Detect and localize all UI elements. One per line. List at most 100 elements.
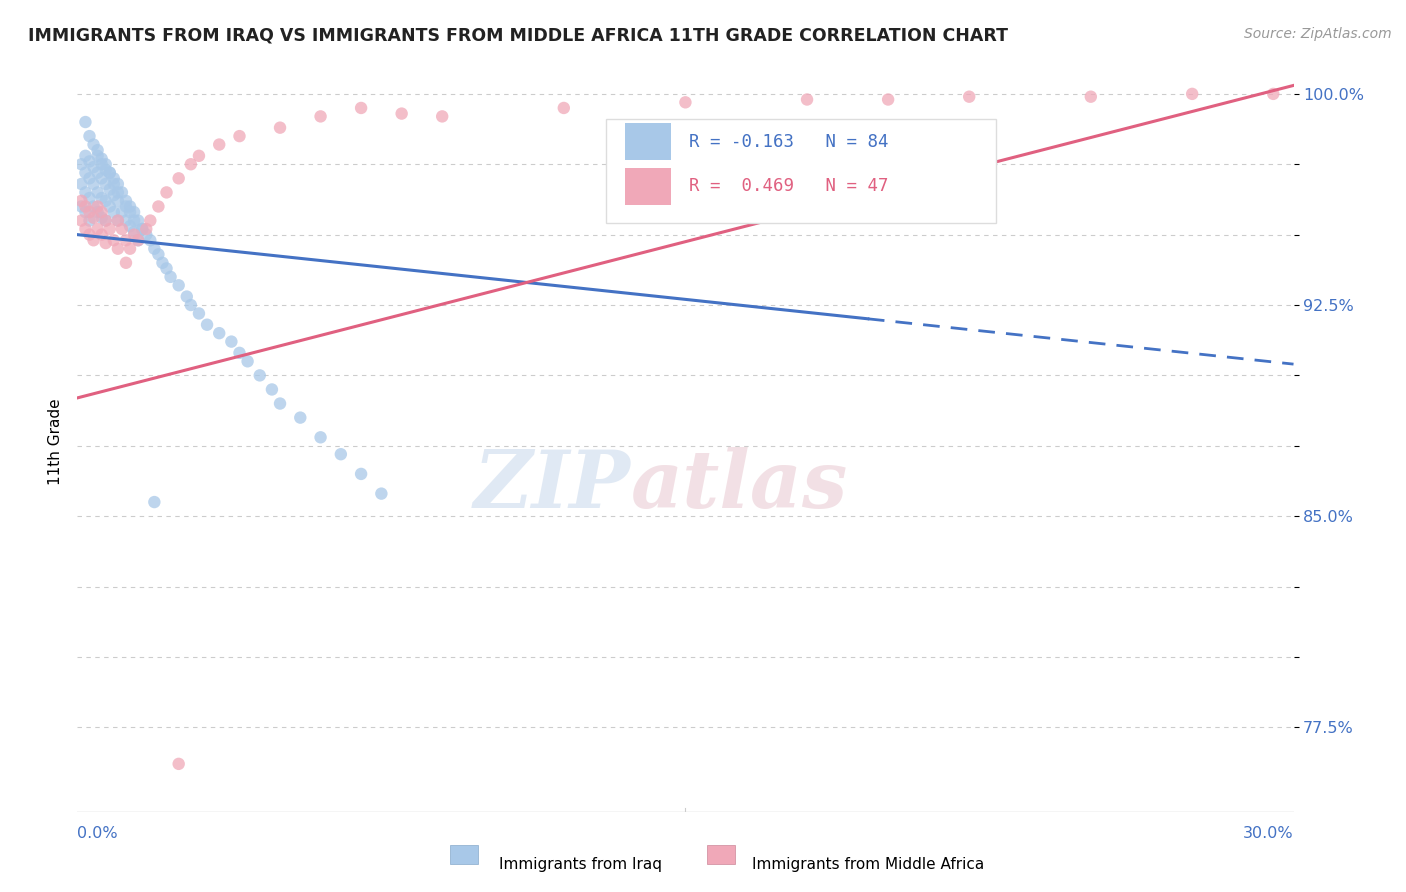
Point xyxy=(122,213,145,227)
Point xyxy=(152,256,174,270)
Point xyxy=(83,160,105,174)
Point xyxy=(309,109,332,123)
Point xyxy=(135,227,157,242)
Point xyxy=(107,242,129,256)
Text: atlas: atlas xyxy=(631,447,848,524)
Point xyxy=(176,289,198,303)
Point xyxy=(70,177,93,191)
Point xyxy=(180,157,202,171)
Point xyxy=(796,93,818,107)
FancyBboxPatch shape xyxy=(624,168,671,204)
Point xyxy=(83,233,105,247)
Text: ZIP: ZIP xyxy=(474,447,631,524)
Point xyxy=(111,222,134,236)
Point xyxy=(94,162,117,177)
Point xyxy=(370,486,392,500)
Point xyxy=(143,495,166,509)
Point xyxy=(228,129,250,144)
Point xyxy=(75,166,97,180)
Y-axis label: 11th Grade: 11th Grade xyxy=(48,398,63,485)
Point xyxy=(75,222,97,236)
Point xyxy=(79,191,101,205)
Point xyxy=(148,247,170,261)
Point xyxy=(79,171,101,186)
Point xyxy=(103,171,125,186)
Point xyxy=(111,205,134,219)
Point xyxy=(135,222,157,236)
Point xyxy=(94,213,117,227)
Point xyxy=(86,199,108,213)
Bar xyxy=(707,845,735,864)
Point xyxy=(90,171,112,186)
Point xyxy=(877,93,900,107)
Point xyxy=(290,410,312,425)
Point xyxy=(329,447,352,461)
Point xyxy=(309,430,332,444)
Point xyxy=(75,149,97,163)
Point xyxy=(269,396,291,410)
Point xyxy=(208,137,231,152)
Point xyxy=(236,354,259,368)
Point xyxy=(103,205,125,219)
Point xyxy=(127,213,149,227)
Point xyxy=(122,205,145,219)
Point xyxy=(115,233,138,247)
Point xyxy=(94,236,117,251)
Point xyxy=(260,383,283,397)
Point xyxy=(70,199,93,213)
Point xyxy=(167,756,190,771)
Point xyxy=(79,129,101,144)
Point xyxy=(107,194,129,208)
Point xyxy=(118,219,141,234)
Text: Immigrants from Iraq: Immigrants from Iraq xyxy=(499,857,662,872)
Point xyxy=(98,166,121,180)
Point xyxy=(118,199,141,213)
Text: Immigrants from Middle Africa: Immigrants from Middle Africa xyxy=(752,857,984,872)
Text: 0.0%: 0.0% xyxy=(77,826,118,841)
Point xyxy=(107,213,129,227)
Text: R = -0.163   N = 84: R = -0.163 N = 84 xyxy=(689,133,889,151)
Point xyxy=(350,101,373,115)
Point xyxy=(155,186,177,200)
Text: Source: ZipAtlas.com: Source: ZipAtlas.com xyxy=(1244,27,1392,41)
Point xyxy=(143,242,166,256)
Point xyxy=(86,205,108,219)
FancyBboxPatch shape xyxy=(624,123,671,161)
Point xyxy=(103,233,125,247)
Point xyxy=(159,269,181,284)
Point xyxy=(83,137,105,152)
Point xyxy=(75,186,97,200)
Point xyxy=(553,101,575,115)
Point xyxy=(103,188,125,202)
Point xyxy=(86,186,108,200)
Point xyxy=(1263,87,1285,101)
Point xyxy=(195,318,218,332)
Point xyxy=(75,205,97,219)
Point xyxy=(122,225,145,239)
Point xyxy=(94,177,117,191)
Point xyxy=(107,213,129,227)
Point xyxy=(155,261,177,276)
Text: 30.0%: 30.0% xyxy=(1243,826,1294,841)
Point xyxy=(249,368,271,383)
Point xyxy=(111,186,134,200)
Point xyxy=(90,157,112,171)
FancyBboxPatch shape xyxy=(606,120,995,223)
Point xyxy=(228,346,250,360)
Point xyxy=(107,177,129,191)
Point xyxy=(90,152,112,166)
Point xyxy=(430,109,453,123)
Point xyxy=(167,278,190,293)
Point xyxy=(167,171,190,186)
Point xyxy=(70,213,93,227)
Point xyxy=(86,143,108,157)
Text: IMMIGRANTS FROM IRAQ VS IMMIGRANTS FROM MIDDLE AFRICA 11TH GRADE CORRELATION CHA: IMMIGRANTS FROM IRAQ VS IMMIGRANTS FROM … xyxy=(28,27,1008,45)
Point xyxy=(391,106,413,120)
Point xyxy=(1181,87,1204,101)
Point xyxy=(115,256,138,270)
Point xyxy=(139,233,162,247)
Point xyxy=(131,222,153,236)
Point xyxy=(188,306,211,320)
Point xyxy=(79,213,101,227)
Point xyxy=(83,211,105,225)
